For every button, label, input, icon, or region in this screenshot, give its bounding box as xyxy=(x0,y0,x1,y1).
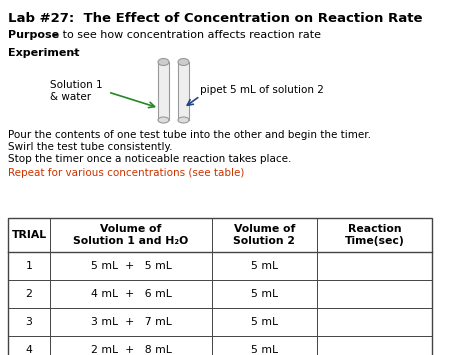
Text: 5 mL: 5 mL xyxy=(251,317,278,327)
Text: 2: 2 xyxy=(26,289,32,299)
Text: Reaction
Time(sec): Reaction Time(sec) xyxy=(345,224,404,246)
Ellipse shape xyxy=(158,117,169,123)
Bar xyxy=(178,62,189,120)
Text: 5 mL: 5 mL xyxy=(251,261,278,271)
Text: Swirl the test tube consistently.: Swirl the test tube consistently. xyxy=(8,142,173,152)
Text: 4 mL  +   6 mL: 4 mL + 6 mL xyxy=(91,289,172,299)
Text: pipet 5 mL of solution 2: pipet 5 mL of solution 2 xyxy=(200,85,324,95)
Text: 3: 3 xyxy=(26,317,32,327)
Text: Volume of
Solution 1 and H₂O: Volume of Solution 1 and H₂O xyxy=(73,224,189,246)
Text: Repeat for various concentrations (see table): Repeat for various concentrations (see t… xyxy=(8,168,245,178)
Text: Purpose: Purpose xyxy=(8,30,59,40)
Ellipse shape xyxy=(178,117,189,123)
Text: 5 mL: 5 mL xyxy=(251,345,278,355)
Text: 1: 1 xyxy=(26,261,32,271)
Text: 2 mL  +   8 mL: 2 mL + 8 mL xyxy=(91,345,172,355)
Text: Volume of
Solution 2: Volume of Solution 2 xyxy=(234,224,295,246)
Text: 5 mL: 5 mL xyxy=(251,289,278,299)
Text: Experiment: Experiment xyxy=(8,48,80,58)
Text: Stop the timer once a noticeable reaction takes place.: Stop the timer once a noticeable reactio… xyxy=(8,154,292,164)
Text: 3 mL  +   7 mL: 3 mL + 7 mL xyxy=(91,317,172,327)
Text: – to see how concentration affects reaction rate: – to see how concentration affects react… xyxy=(50,30,321,40)
Ellipse shape xyxy=(178,59,189,66)
Text: Lab #27:  The Effect of Concentration on Reaction Rate: Lab #27: The Effect of Concentration on … xyxy=(8,12,422,25)
Text: 5 mL  +   5 mL: 5 mL + 5 mL xyxy=(91,261,172,271)
Text: –: – xyxy=(68,48,77,58)
Text: Solution 1
& water: Solution 1 & water xyxy=(50,80,103,102)
Text: 4: 4 xyxy=(26,345,32,355)
Ellipse shape xyxy=(158,59,169,66)
Bar xyxy=(158,62,169,120)
Bar xyxy=(8,218,432,355)
Text: Pour the contents of one test tube into the other and begin the timer.: Pour the contents of one test tube into … xyxy=(8,130,371,140)
Text: TRIAL: TRIAL xyxy=(11,230,46,240)
